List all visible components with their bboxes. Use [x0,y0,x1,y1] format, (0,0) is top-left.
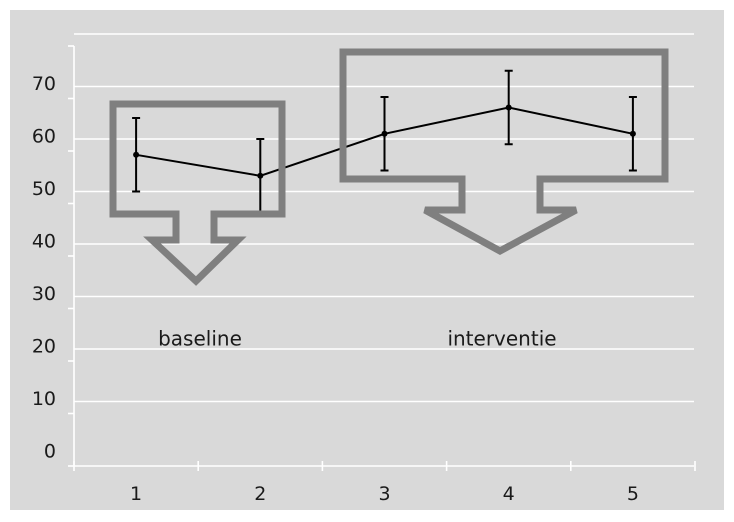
data-point [505,104,512,111]
y-tick-label: 70 [32,73,56,95]
data-point [629,130,636,137]
annotation-label: interventie [447,327,556,351]
series [132,69,637,214]
x-tick-label: 4 [503,483,515,505]
y-tick-label: 60 [32,126,56,148]
x-tick-label: 3 [378,483,390,505]
annotation-label: baseline [158,327,242,351]
callouts [109,48,669,286]
y-tick-label: 20 [32,336,56,358]
y-tick-label: 40 [32,231,56,253]
plot-background [10,10,724,510]
axes [68,45,696,471]
y-tick-label: 0 [44,441,56,463]
data-point [133,151,140,158]
y-tick-label: 10 [32,388,56,410]
x-tick-label: 5 [627,483,639,505]
y-tick-label: 50 [32,178,56,200]
x-tick-label: 2 [254,483,266,505]
tick-labels: 0 10 20 30 40 50 60 70 1 2 3 4 5 baseline interventie [32,73,639,505]
data-point [381,130,388,137]
callout-baseline [109,100,286,286]
data-point [257,172,264,179]
y-tick-label: 30 [32,283,56,305]
x-tick-label: 1 [130,483,142,505]
callout-interventie [339,48,669,255]
